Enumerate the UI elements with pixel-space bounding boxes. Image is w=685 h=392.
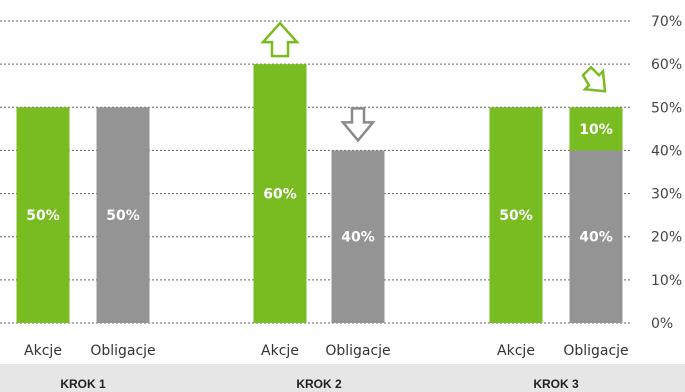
bar-akcje-segment: [16, 107, 70, 324]
bar-value-label: 40%: [341, 230, 375, 246]
y-tick-label: 70%: [651, 14, 682, 30]
bar-obligacje-segment: [96, 107, 150, 324]
bar-value-label: 50%: [499, 208, 533, 224]
labels: 0% 10% 20% 30% 40% 50% 60% 70% 50% Akcje 50% Obliga…: [24, 14, 682, 391]
bar-akcje-segment: [253, 64, 307, 324]
y-tick-label: 0%: [651, 316, 673, 332]
category-label: Akcje: [497, 343, 535, 359]
y-tick-label: 40%: [651, 143, 682, 159]
y-tick-label: 60%: [651, 57, 682, 73]
bar-value-label: 50%: [26, 208, 60, 224]
category-label: Obligacje: [90, 343, 155, 359]
bar-value-label: 50%: [106, 208, 140, 224]
y-tick-label: 10%: [651, 273, 682, 289]
category-label: Akcje: [24, 343, 62, 359]
category-label: Obligacje: [325, 343, 390, 359]
arrow-down-right-icon: [581, 65, 607, 93]
arrow-up-icon: [260, 21, 300, 58]
bar-value-label: 10%: [579, 122, 613, 138]
bar-obligacje-segment: [331, 150, 385, 323]
bar-obligacje-segment: [569, 150, 623, 323]
y-tick-label: 50%: [651, 100, 682, 116]
category-label: Obligacje: [563, 343, 628, 359]
footer-band: [0, 364, 685, 392]
group-label: KROK 3: [533, 377, 579, 391]
group-label: KROK 2: [296, 377, 342, 391]
bar-value-label: 40%: [579, 230, 613, 246]
bars: [16, 64, 623, 324]
y-tick-label: 30%: [651, 187, 682, 203]
group-label: KROK 1: [60, 377, 106, 391]
y-tick-label: 20%: [651, 230, 682, 246]
arrows: [260, 21, 607, 143]
category-label: Akcje: [261, 343, 299, 359]
bar-value-label: 60%: [263, 187, 297, 203]
bar-akcje-segment: [489, 107, 543, 324]
bar-obligacje-segment: [569, 107, 623, 151]
arrow-down-icon: [340, 107, 376, 143]
